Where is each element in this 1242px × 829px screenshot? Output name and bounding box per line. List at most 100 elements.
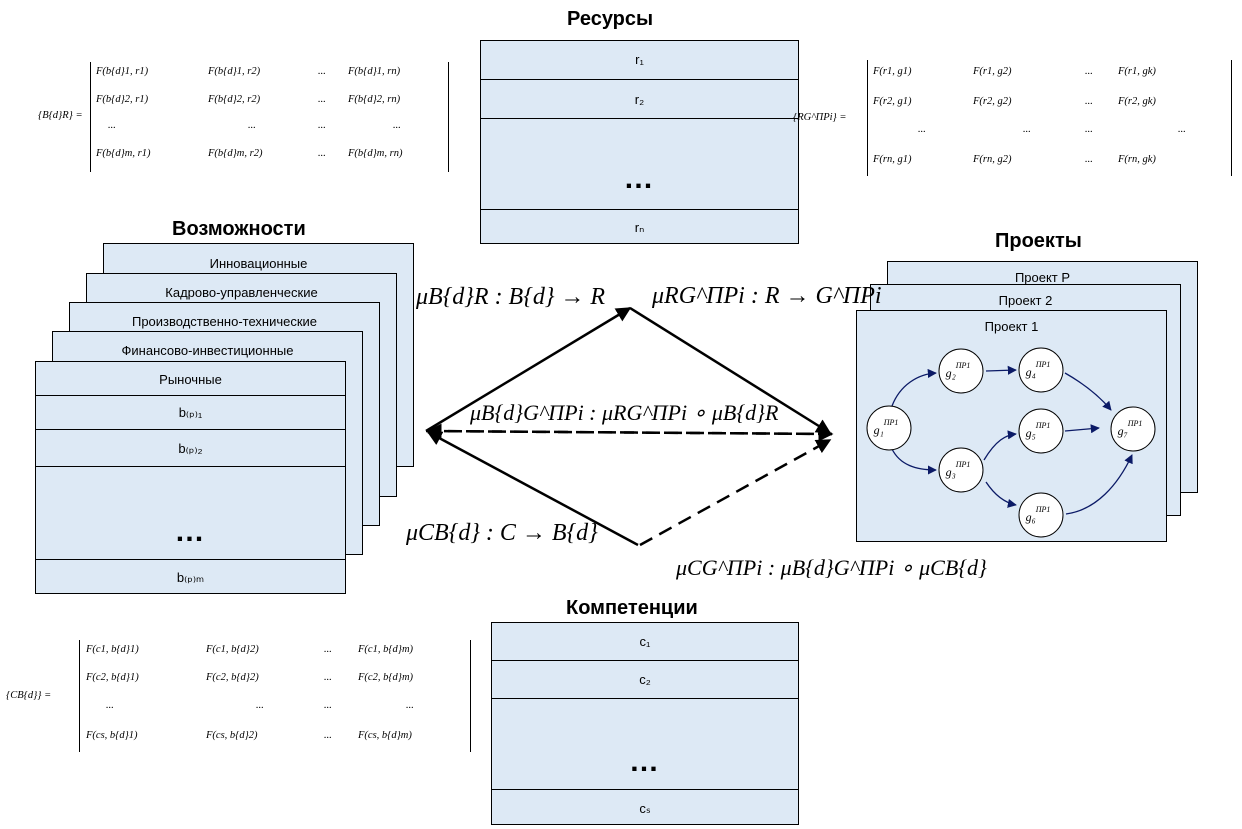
graph-edge xyxy=(1065,454,1133,515)
competencies-table: c₁ c₂ … cₛ xyxy=(491,622,799,825)
matrix-cell: F(b{d}2, rn) xyxy=(348,94,401,105)
capability-row: b₍ₚ₎₂ xyxy=(36,429,345,466)
matrix-lhs: {CB{d}} = xyxy=(6,690,52,701)
matrix-bracket xyxy=(79,640,471,752)
graph-edge xyxy=(891,368,937,407)
graph-node-g7 xyxy=(1110,406,1156,452)
capability-card-label: Финансово-инвестиционные xyxy=(121,343,294,358)
competency-row-label: c₂ xyxy=(639,672,651,687)
capability-row-label: b₍ₚ₎₂ xyxy=(178,441,203,456)
matrix-cell: ... xyxy=(318,94,326,105)
matrix-cell: ... xyxy=(1085,66,1093,77)
capability-header-row: Рыночные xyxy=(36,362,345,395)
graph-edge xyxy=(983,430,1017,461)
projects-title: Проекты xyxy=(995,230,1082,252)
project-graph: g₁ПР1 g₂ПР1 g₃ПР1 g₄ПР1 g₅ПР1 g₆ПР1 g₇ПР… xyxy=(866,347,1156,538)
matrix-cell: ... xyxy=(324,672,332,683)
matrix-bracket xyxy=(90,62,449,172)
matrix-cell: ... xyxy=(324,730,332,741)
matrix-cell: F(b{d}1, rn) xyxy=(348,66,401,77)
matrix-cell: ... xyxy=(1023,124,1031,135)
matrix-cell: F(r1, g2) xyxy=(973,66,1012,77)
capabilities-title: Возможности xyxy=(172,218,306,240)
matrix-cell: F(c2, b{d}2) xyxy=(206,672,259,683)
matrix-lhs: {RG^ПРi} = xyxy=(793,112,847,123)
formula-mu-rg: μRG^ПРi : R → G^ПРi xyxy=(652,283,882,309)
matrix-cell: ... xyxy=(318,120,326,131)
matrix-cell: F(cs, b{d}1) xyxy=(86,730,138,741)
resource-row: r₂ xyxy=(481,79,798,118)
project-card-label: Проект P xyxy=(1014,270,1071,285)
matrix-cell: ... xyxy=(108,120,116,131)
resource-row-label: r₂ xyxy=(634,92,645,107)
competency-row: c₁ xyxy=(492,623,798,660)
matrix-cell: F(c1, b{d}1) xyxy=(86,644,139,655)
resource-row-label: rₙ xyxy=(634,220,645,235)
capability-card-label: Инновационные xyxy=(209,256,308,271)
graph-node-label: g₅ПР1 xyxy=(1026,421,1051,440)
resources-table: r₁ r₂ … rₙ xyxy=(480,40,799,244)
matrix-cell: ... xyxy=(248,120,256,131)
matrix-cell: F(r2, gk) xyxy=(1118,96,1156,107)
graph-node-g2 xyxy=(938,348,984,394)
matrix-cell: ... xyxy=(1085,124,1093,135)
matrix-bracket xyxy=(867,60,1232,176)
graph-node-g6 xyxy=(1018,492,1064,538)
matrix-cell: ... xyxy=(106,700,114,711)
matrix-cell: F(rn, g1) xyxy=(873,154,912,165)
competency-row: cₛ xyxy=(492,789,798,826)
matrix-cell: F(r2, g1) xyxy=(873,96,912,107)
arrow-c-to-b xyxy=(426,430,639,547)
matrix-cell: F(c1, b{d}2) xyxy=(206,644,259,655)
matrix-lhs: {B{d}R} = xyxy=(38,110,83,121)
matrix-cell: F(b{d}1, r2) xyxy=(208,66,261,77)
capability-row-ellipsis: … xyxy=(36,466,345,559)
matrix-cell: F(r1, g1) xyxy=(873,66,912,77)
capability-card-label: Рыночные xyxy=(159,372,222,387)
matrix-cell: ... xyxy=(1178,124,1186,135)
matrix-cell: ... xyxy=(318,66,326,77)
formula-mu-br: μB{d}R : B{d} → R xyxy=(416,284,606,310)
matrix-cb: {CB{d}} = F(c1, b{d}1) F(c1, b{d}2) ... … xyxy=(6,640,476,756)
ellipsis: … xyxy=(629,745,661,778)
resource-row: r₁ xyxy=(481,41,798,79)
graph-edge xyxy=(891,448,937,475)
matrix-cell: F(r2, g2) xyxy=(973,96,1012,107)
matrix-cell: F(b{d}m, r2) xyxy=(208,148,263,159)
matrix-cell: F(r1, gk) xyxy=(1118,66,1156,77)
graph-edge xyxy=(985,365,1017,375)
matrix-cell: F(b{d}1, r1) xyxy=(96,66,149,77)
graph-node-g3 xyxy=(938,447,984,493)
resource-row-label: r₁ xyxy=(635,52,644,67)
matrix-rg: {RG^ПРi} = F(r1, g1) F(r1, g2) ... F(r1,… xyxy=(793,60,1238,180)
graph-edge xyxy=(1064,424,1100,434)
graph-edge xyxy=(985,481,1017,508)
arrow-b-to-r xyxy=(425,306,632,433)
matrix-cell: ... xyxy=(406,700,414,711)
capability-card-label: Кадрово-управленческие xyxy=(165,285,318,300)
matrix-cell: F(b{d}m, r1) xyxy=(96,148,151,159)
graph-node-g5 xyxy=(1018,408,1064,454)
graph-node-label: g₁ПР1 xyxy=(874,418,899,437)
matrix-cell: F(rn, gk) xyxy=(1118,154,1156,165)
formula-mu-bg: μB{d}G^ПРi : μRG^ПРi ∘ μB{d}R xyxy=(470,400,779,425)
graph-node-g4 xyxy=(1018,347,1064,393)
matrix-cell: F(rn, g2) xyxy=(973,154,1012,165)
capability-row-label: b₍ₚ₎ₘ xyxy=(176,570,205,585)
matrix-cell: ... xyxy=(324,644,332,655)
formula-mu-cg: μCG^ПРi : μB{d}G^ПРi ∘ μCB{d} xyxy=(676,555,987,580)
ellipsis: … xyxy=(174,515,207,548)
matrix-cell: F(c2, b{d}1) xyxy=(86,672,139,683)
graph-node-label: g₂ПР1 xyxy=(946,361,971,380)
graph-node-label: g₃ПР1 xyxy=(946,460,971,479)
matrix-cell: F(c1, b{d}m) xyxy=(358,644,414,655)
graph-node-label: g₄ПР1 xyxy=(1026,360,1051,379)
arrow-r-to-g xyxy=(629,306,832,435)
matrix-cell: ... xyxy=(918,124,926,135)
capability-row-label: b₍ₚ₎₁ xyxy=(178,405,203,420)
matrix-cell: F(b{d}2, r1) xyxy=(96,94,149,105)
capabilities-table: Рыночные b₍ₚ₎₁ b₍ₚ₎₂ … b₍ₚ₎ₘ xyxy=(35,361,346,594)
matrix-br: {B{d}R} = F(b{d}1, r1) F(b{d}1, r2) ... … xyxy=(38,62,458,177)
project-card-label: Проект 2 xyxy=(998,293,1053,308)
